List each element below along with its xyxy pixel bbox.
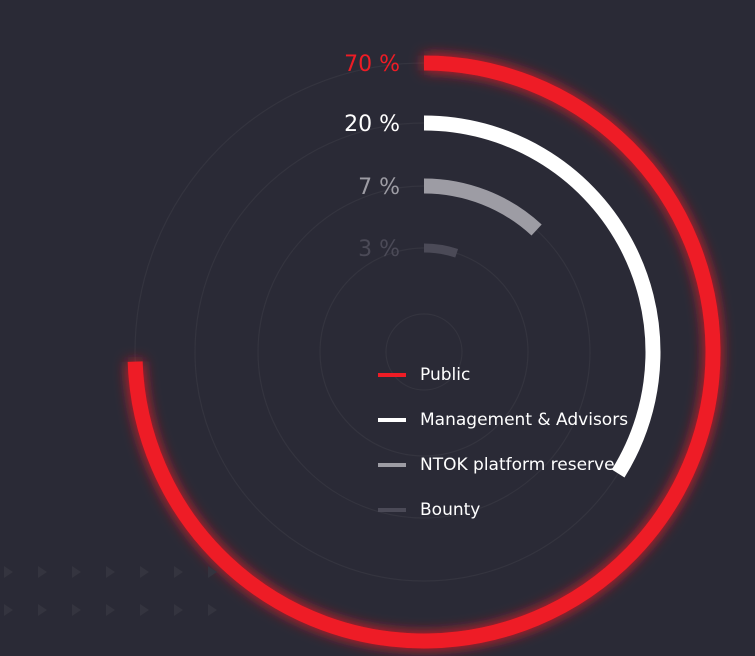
legend-item-public: Public <box>378 352 628 397</box>
legend-label-management-advisors: Management & Advisors <box>420 409 629 430</box>
chevron-decoration <box>174 566 183 578</box>
chevron-decoration <box>140 566 149 578</box>
value-label-ntok-platform-reserve: 7 % <box>358 175 400 200</box>
legend-swatch-platform-reserve <box>378 462 406 467</box>
ring-bar-management-advisors <box>423 115 661 478</box>
guide-ring-5 <box>385 313 463 391</box>
value-label-management-advisors: 20 % <box>344 112 400 137</box>
ring-bar-bounty <box>423 243 459 258</box>
chevron-decoration <box>208 604 217 616</box>
chevron-decoration <box>38 566 47 578</box>
value-label-bounty: 3 % <box>358 237 400 262</box>
chevron-decoration <box>4 604 13 616</box>
chevron-decoration <box>72 604 81 616</box>
chevron-decoration <box>72 566 81 578</box>
chevron-decoration <box>174 604 183 616</box>
legend-swatch-bounty <box>378 507 406 512</box>
chevron-decoration <box>4 566 13 578</box>
legend: Public Management & Advisors NTOK platfo… <box>378 352 628 532</box>
chevron-decoration <box>106 566 115 578</box>
chevron-decoration <box>38 604 47 616</box>
ring-bar-public <box>127 55 721 649</box>
value-label-public: 70 % <box>344 52 400 77</box>
chevron-pattern-decoration <box>4 566 217 616</box>
ring-bars <box>127 55 721 649</box>
chevron-decoration <box>140 604 149 616</box>
legend-swatch-public <box>378 372 406 377</box>
chevron-decoration <box>208 566 217 578</box>
ring-bar-ntok-platform-reserve <box>423 178 542 236</box>
chevron-decoration <box>106 604 115 616</box>
legend-label-bounty: Bounty <box>420 499 481 520</box>
legend-label-platform-reserve: NTOK platform reserve <box>420 454 615 475</box>
legend-label-public: Public <box>420 364 471 385</box>
legend-item-platform-reserve: NTOK platform reserve <box>378 442 628 487</box>
legend-item-management-advisors: Management & Advisors <box>378 397 628 442</box>
value-labels: 70 % 20 % 7 % 3 % <box>344 52 400 262</box>
legend-item-bounty: Bounty <box>378 487 628 532</box>
legend-swatch-management-advisors <box>378 417 406 422</box>
